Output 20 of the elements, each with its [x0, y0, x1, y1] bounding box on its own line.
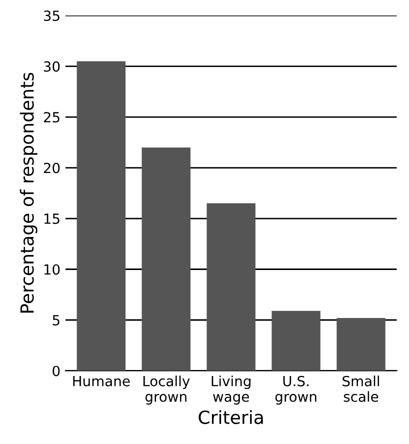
y-tick-label: 30 — [44, 61, 60, 72]
y-tick-label: 25 — [44, 112, 60, 122]
y-tick-label: 15 — [44, 214, 60, 224]
x-axis-title: Criteria — [198, 410, 263, 424]
y-tick-label: 10 — [44, 264, 60, 275]
bar — [76, 61, 126, 371]
y-tick-label: 5 — [52, 315, 60, 326]
bar — [142, 147, 190, 371]
bar — [336, 318, 386, 371]
y-tick-label: 0 — [52, 366, 60, 376]
y-axis-title: Percentage of respondents — [20, 72, 38, 313]
bar — [206, 203, 256, 371]
x-tick-label: Locally grown — [143, 376, 190, 405]
x-tick-label: Humane — [73, 376, 130, 386]
bar — [272, 310, 320, 371]
y-tick-label: 35 — [44, 10, 60, 22]
x-tick-label: Living wage — [212, 376, 250, 405]
x-tick-label: U.S. grown — [275, 376, 316, 405]
x-tick-label: Small scale — [342, 376, 379, 402]
y-tick-label: 20 — [44, 162, 60, 174]
